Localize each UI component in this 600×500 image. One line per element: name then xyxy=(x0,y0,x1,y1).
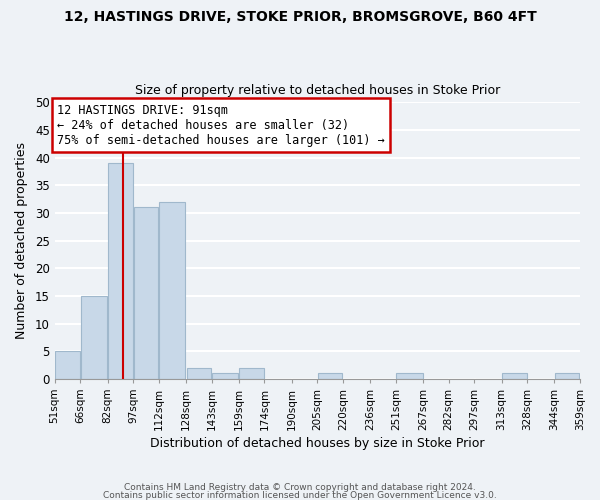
Text: 12, HASTINGS DRIVE, STOKE PRIOR, BROMSGROVE, B60 4FT: 12, HASTINGS DRIVE, STOKE PRIOR, BROMSGR… xyxy=(64,10,536,24)
Bar xyxy=(159,202,185,379)
Bar xyxy=(134,208,158,379)
Text: Contains public sector information licensed under the Open Government Licence v3: Contains public sector information licen… xyxy=(103,490,497,500)
Bar xyxy=(318,374,343,379)
Bar xyxy=(212,374,238,379)
Bar xyxy=(397,374,422,379)
Bar xyxy=(555,374,580,379)
Text: 12 HASTINGS DRIVE: 91sqm
← 24% of detached houses are smaller (32)
75% of semi-d: 12 HASTINGS DRIVE: 91sqm ← 24% of detach… xyxy=(58,104,385,146)
Text: Contains HM Land Registry data © Crown copyright and database right 2024.: Contains HM Land Registry data © Crown c… xyxy=(124,484,476,492)
X-axis label: Distribution of detached houses by size in Stoke Prior: Distribution of detached houses by size … xyxy=(150,437,485,450)
Title: Size of property relative to detached houses in Stoke Prior: Size of property relative to detached ho… xyxy=(135,84,500,97)
Bar xyxy=(502,374,527,379)
Bar xyxy=(108,163,133,379)
Y-axis label: Number of detached properties: Number of detached properties xyxy=(15,142,28,339)
Bar xyxy=(81,296,107,379)
Bar xyxy=(55,351,80,379)
Bar xyxy=(187,368,211,379)
Bar xyxy=(239,368,264,379)
